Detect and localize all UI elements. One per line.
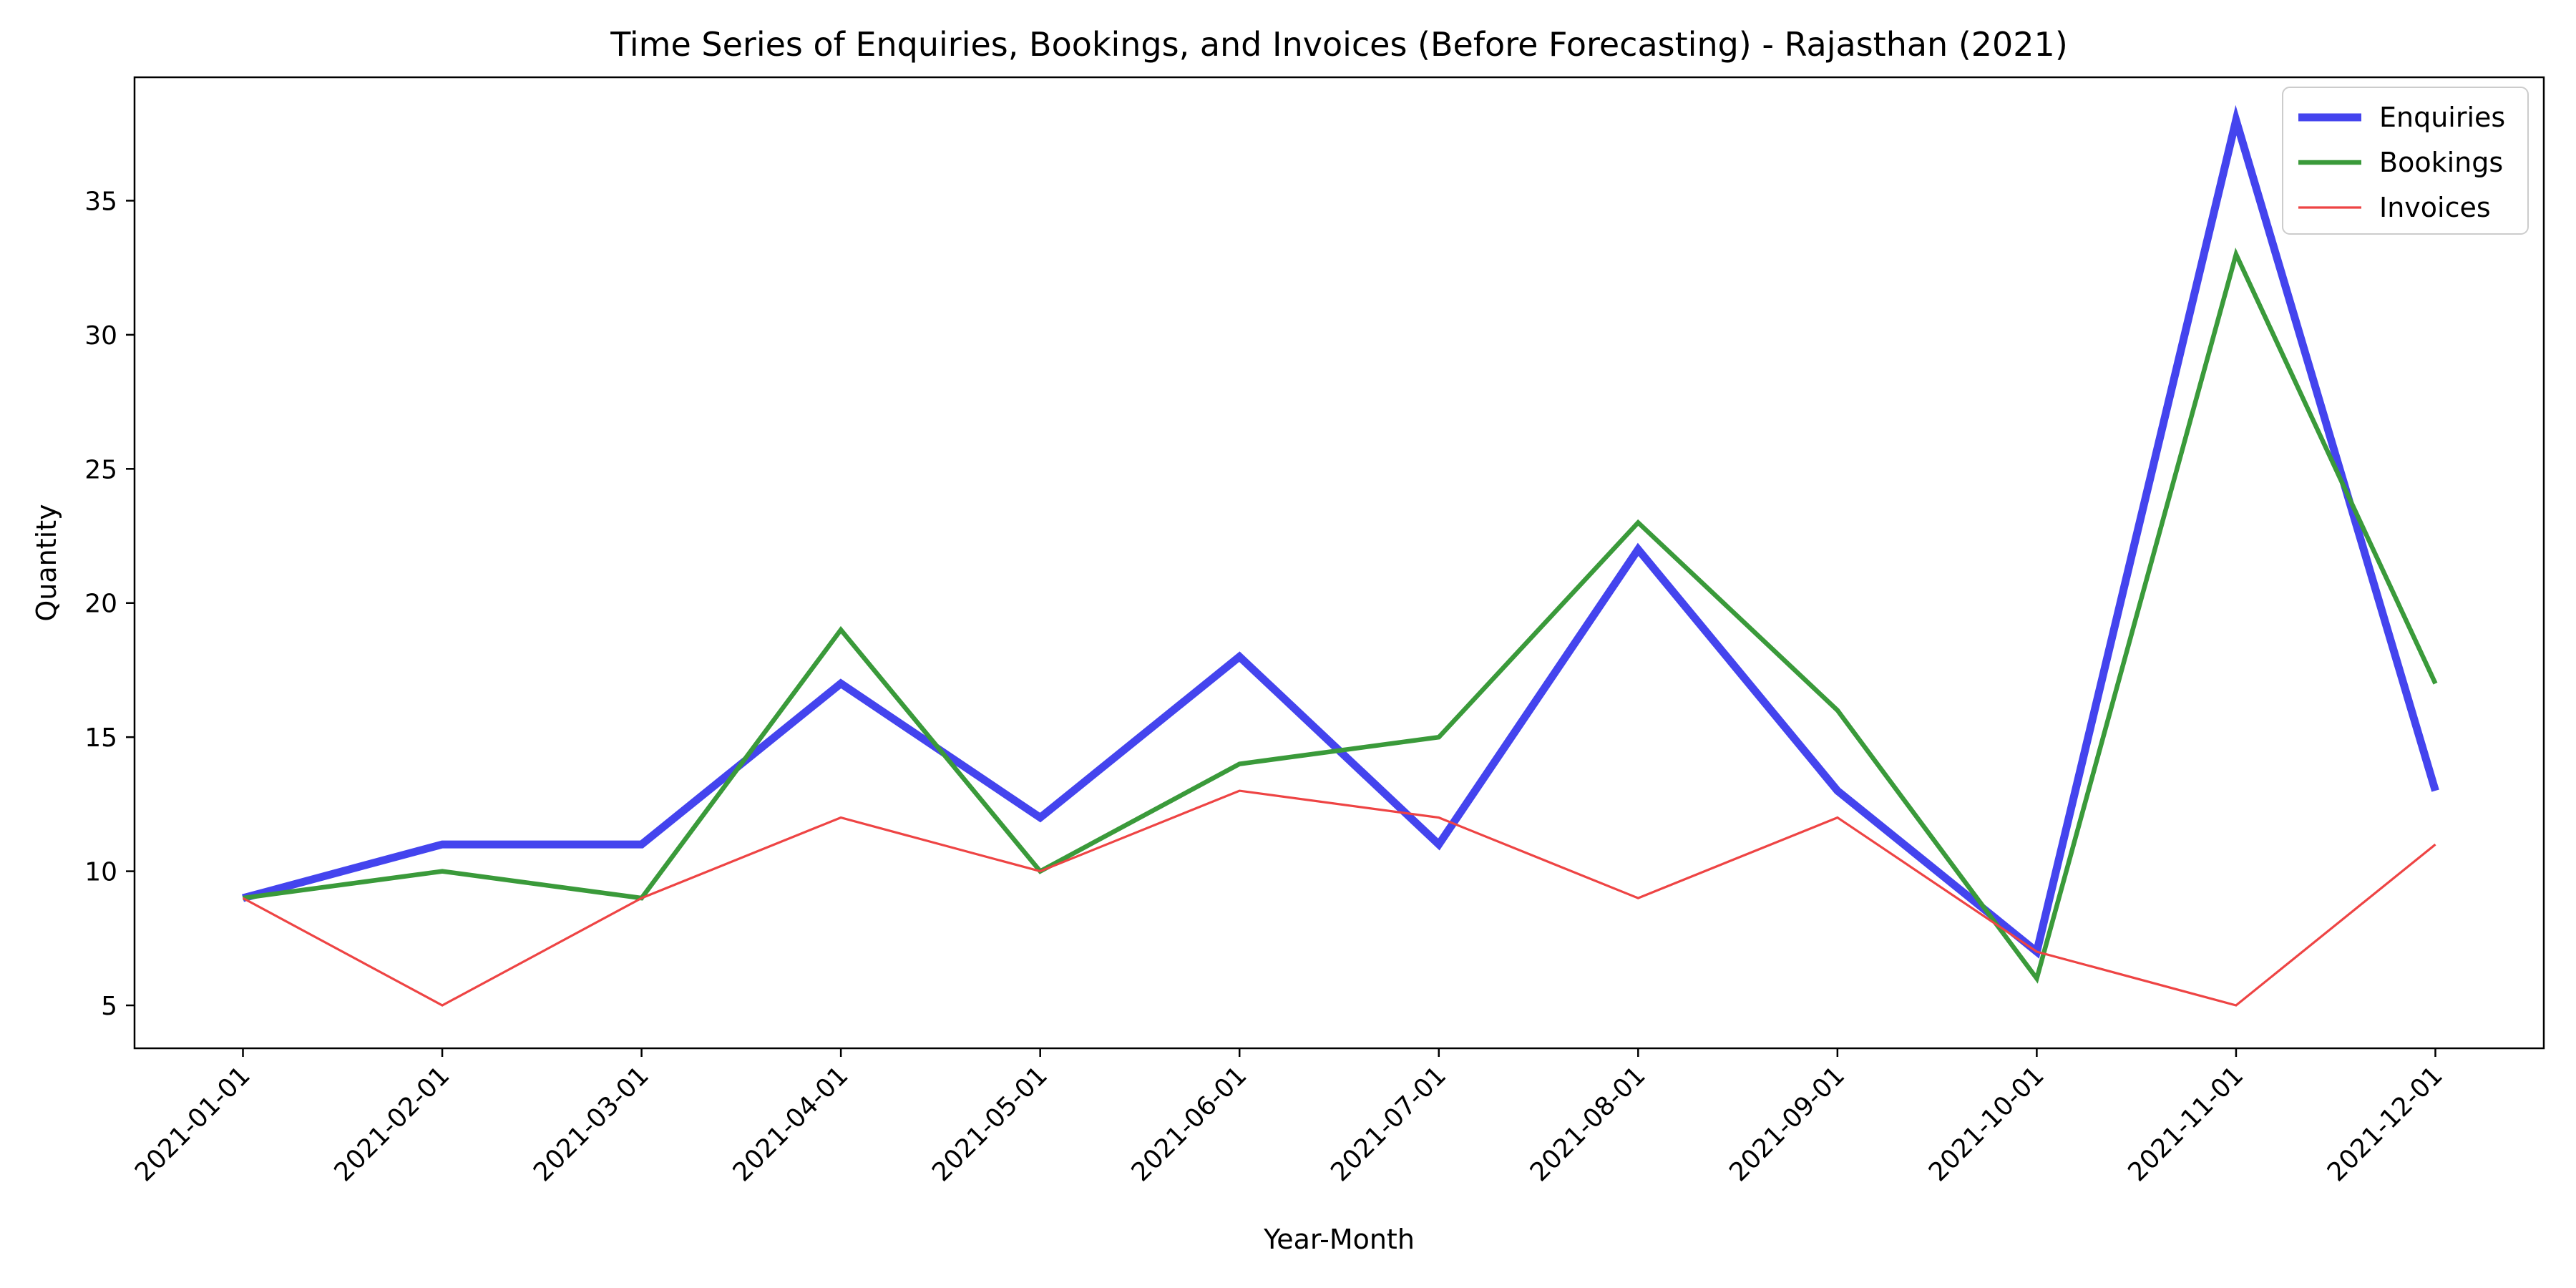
plot-area: 5 10 15 20 25 30 35 2021-01-01 2021-02-01 2021-03… bbox=[84, 76, 2545, 1187]
y-tick-label: 10 bbox=[84, 858, 117, 887]
x-tick-label: 2021-10-01 bbox=[1923, 1060, 2050, 1187]
x-tick-label: 2021-09-01 bbox=[1724, 1060, 1850, 1187]
legend: Enquiries Bookings Invoices bbox=[2282, 87, 2529, 235]
x-tick-label: 2021-05-01 bbox=[927, 1060, 1053, 1187]
y-axis-label: Quantity bbox=[31, 504, 62, 621]
y-tick-label: 25 bbox=[84, 455, 117, 484]
x-tick-label: 2021-03-01 bbox=[528, 1060, 655, 1187]
y-tick-label: 30 bbox=[84, 321, 117, 351]
x-axis-label: Year-Month bbox=[1263, 1224, 1415, 1255]
x-tick-label: 2021-04-01 bbox=[728, 1060, 854, 1187]
x-tick-label: 2021-11-01 bbox=[2122, 1060, 2249, 1187]
x-tick-label: 2021-01-01 bbox=[130, 1060, 256, 1187]
series-line-enquiries bbox=[242, 104, 2439, 959]
y-tick-label: 35 bbox=[84, 187, 117, 216]
x-tick-label: 2021-06-01 bbox=[1126, 1060, 1253, 1187]
series-line-invoices bbox=[242, 789, 2436, 1007]
y-tick-label: 15 bbox=[84, 723, 117, 753]
legend-label: Enquiries bbox=[2379, 102, 2505, 133]
x-tick-label: 2021-12-01 bbox=[2322, 1060, 2449, 1187]
x-tick-label: 2021-02-01 bbox=[328, 1060, 455, 1187]
legend-label: Bookings bbox=[2379, 147, 2503, 178]
plot-frame bbox=[133, 76, 2545, 1050]
series-line-bookings bbox=[243, 247, 2438, 984]
legend-label: Invoices bbox=[2379, 192, 2491, 223]
x-tick-label: 2021-07-01 bbox=[1325, 1060, 1452, 1187]
y-tick-label: 20 bbox=[84, 590, 117, 619]
chart-title: Time Series of Enquiries, Bookings, and … bbox=[610, 25, 2068, 64]
legend-box bbox=[2282, 87, 2529, 235]
y-tick-label: 5 bbox=[101, 992, 117, 1021]
x-tick-label: 2021-08-01 bbox=[1525, 1060, 1652, 1187]
